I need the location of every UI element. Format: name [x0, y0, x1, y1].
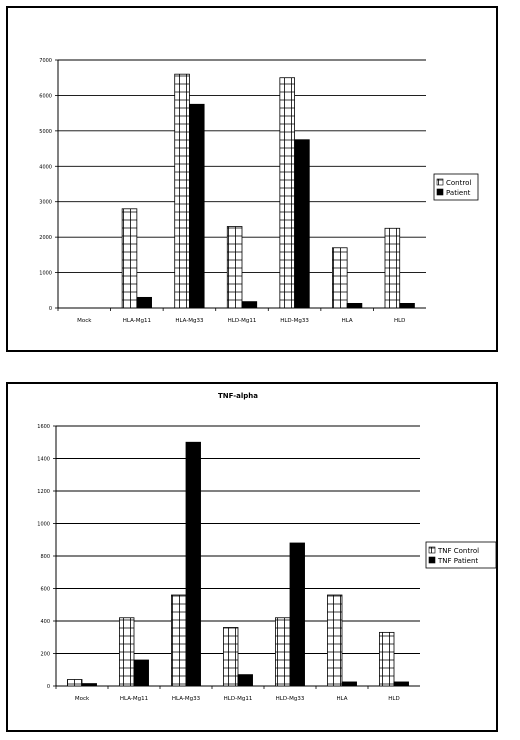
bar-patient-1 — [136, 296, 152, 309]
bar-control-3 — [226, 226, 243, 309]
x-tick-label: HLD — [394, 318, 405, 324]
bar-control-2 — [174, 73, 190, 309]
bar-patient-5 — [346, 302, 363, 309]
bar-patient-5 — [341, 681, 357, 687]
legend-swatch — [428, 546, 436, 554]
bar-control-4 — [279, 77, 295, 309]
bar-chart-2: TNF-alpha 0 200 400 600 800 1000 1200 1400 1600 Mo… — [37, 392, 496, 702]
y-tick-label: 0 — [47, 684, 50, 690]
y-tick-label: 400 — [40, 619, 50, 625]
legend-box — [433, 173, 479, 201]
bar-control-3 — [223, 627, 239, 687]
legend-swatch — [436, 188, 444, 196]
y-tick-label: 6000 — [39, 93, 52, 99]
chart-title: TNF-alpha — [218, 392, 258, 400]
y-tick-label: 1000 — [37, 522, 50, 528]
x-tick-label: HLA — [336, 696, 347, 702]
bar-control-4 — [275, 617, 291, 687]
x-tick-label: HLA-Mg33 — [172, 696, 201, 702]
chart-panel-1: 0 1000 2000 3000 4000 5000 6000 7000 Mock HLA-Mg1… — [6, 6, 498, 352]
y-tick-label: 4000 — [39, 164, 52, 170]
bar-control-5 — [332, 247, 348, 309]
x-tick-label: HLD-Mg33 — [280, 318, 309, 324]
y-tick-label: 3000 — [39, 200, 52, 206]
bar-control-0 — [67, 679, 83, 687]
x-tick-label: HLA — [342, 318, 353, 324]
bar-control-6 — [379, 631, 395, 687]
legend-swatch — [428, 556, 436, 564]
bar-control-1 — [121, 208, 138, 309]
legend: Control Patient — [433, 173, 479, 201]
y-tick-label: 600 — [40, 587, 50, 593]
y-tick-label: 5000 — [39, 129, 52, 135]
legend-label: TNF Control — [437, 547, 479, 555]
bar-patient-3 — [241, 301, 258, 309]
x-tick-label: HLA-Mg11 — [123, 318, 151, 324]
legend-label: TNF Patient — [437, 557, 478, 565]
bar-patient-0 — [81, 683, 97, 687]
y-tick-label: 1200 — [37, 489, 50, 495]
x-tick-label: HLA-Mg33 — [175, 318, 204, 324]
x-tick-label: HLD — [388, 696, 399, 702]
bar-patient-1 — [133, 659, 149, 687]
y-tick-label: 1600 — [37, 424, 50, 430]
bar-chart-1: 0 1000 2000 3000 4000 5000 6000 7000 Mock HLA-Mg1… — [39, 58, 479, 324]
legend-label: Patient — [446, 189, 471, 197]
bar-patient-2 — [185, 441, 201, 687]
bar-patient-4 — [289, 542, 305, 687]
bar-patient-2 — [189, 103, 205, 309]
legend: TNF Control TNF Patient — [425, 541, 496, 569]
bar-control-2 — [171, 594, 187, 687]
y-tick-label: 1400 — [37, 457, 50, 463]
x-tick-label: HLD-Mg11 — [228, 318, 257, 324]
y-tick-label: 1000 — [39, 271, 52, 277]
chart-panel-2: TNF-alpha 0 200 400 600 800 1000 1200 1400 1600 Mo… — [6, 382, 498, 732]
bar-patient-4 — [294, 139, 310, 309]
bar-patient-3 — [237, 674, 253, 687]
x-tick-label: HLD-Mg11 — [224, 696, 253, 702]
y-tick-label: 0 — [49, 306, 52, 312]
x-tick-label: Mock — [77, 318, 92, 324]
bar-patient-6 — [393, 681, 409, 687]
bar-control-1 — [119, 617, 135, 687]
y-tick-label: 800 — [40, 554, 50, 560]
x-tick-label: HLD-Mg33 — [276, 696, 305, 702]
x-tick-label: Mock — [75, 696, 90, 702]
legend-box — [425, 541, 496, 569]
bar-patient-6 — [399, 302, 415, 309]
x-tick-label: HLA-Mg11 — [120, 696, 148, 702]
legend-swatch — [436, 178, 444, 186]
bar-control-6 — [384, 227, 401, 309]
bar-control-5 — [327, 594, 343, 687]
y-tick-label: 2000 — [39, 235, 52, 241]
y-tick-label: 200 — [40, 652, 50, 658]
legend-label: Control — [446, 179, 471, 187]
y-tick-label: 7000 — [39, 58, 52, 64]
